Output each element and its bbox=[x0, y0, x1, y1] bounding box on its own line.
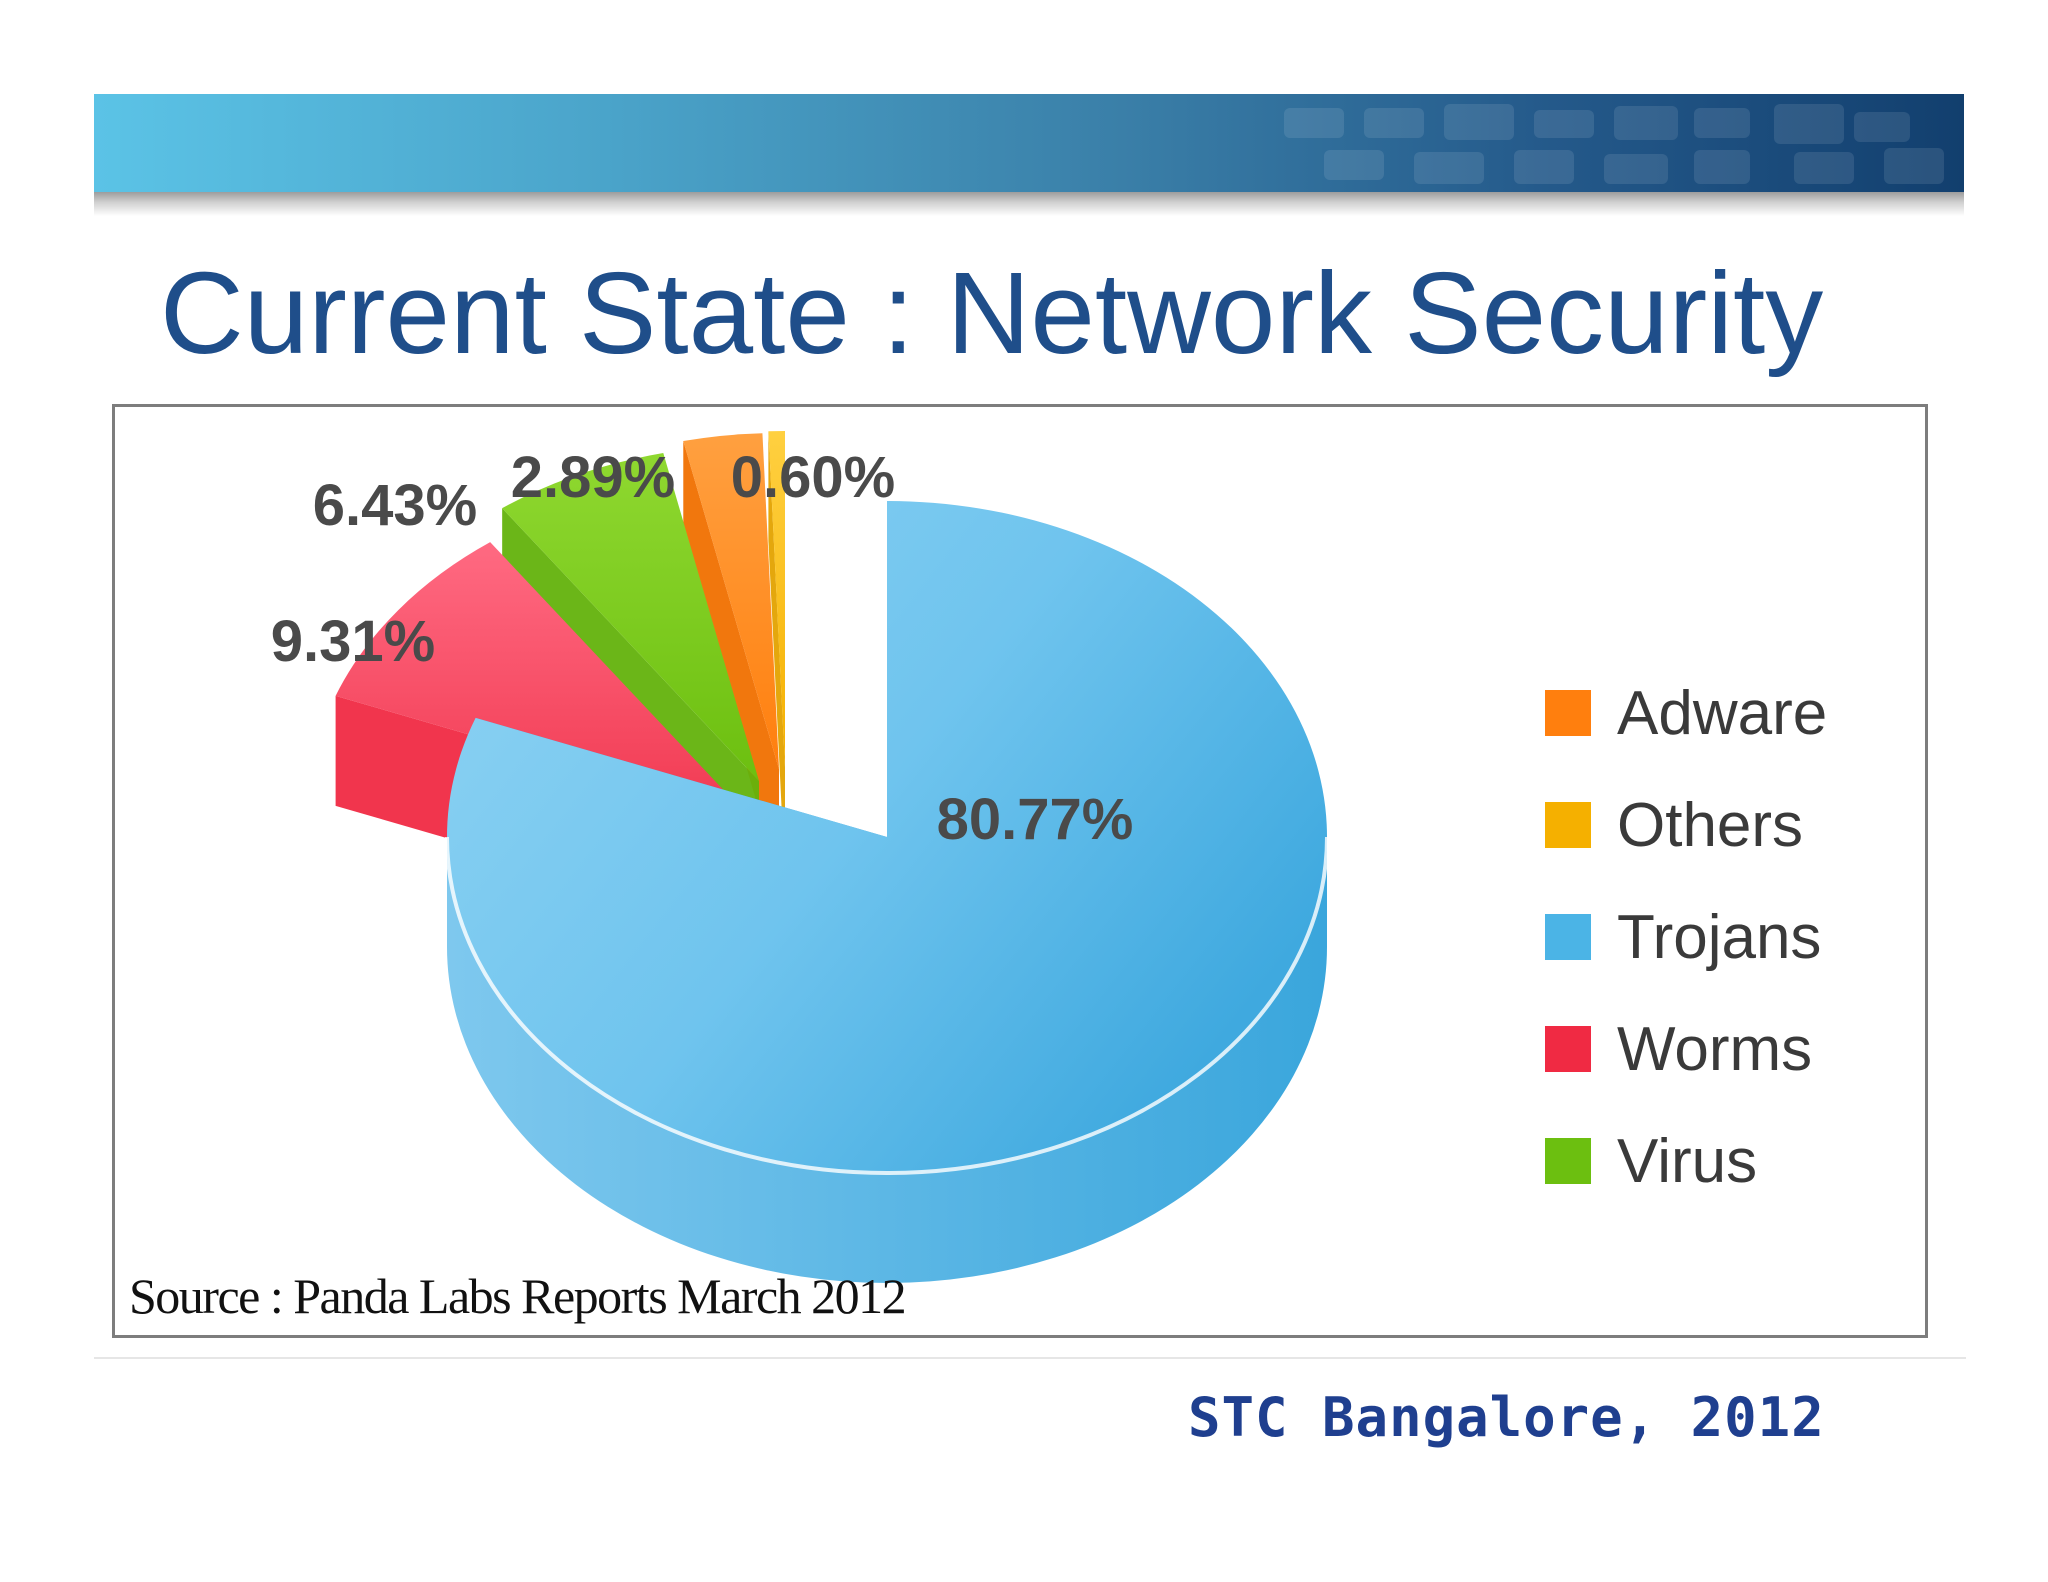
chart-frame: 80.77% 9.31% 6.43% 2.89% 0.60% Adware Others T… bbox=[112, 404, 1928, 1338]
header-tile bbox=[1794, 152, 1854, 184]
legend-item-others: Others bbox=[1545, 769, 1827, 881]
pie-slice-worms bbox=[335, 542, 747, 815]
header-tile bbox=[1694, 108, 1750, 138]
header-tile bbox=[1884, 148, 1944, 184]
header-tile bbox=[1414, 152, 1484, 184]
data-label-trojans: 80.77% bbox=[937, 787, 1134, 852]
header-band bbox=[94, 94, 1964, 192]
header-tile bbox=[1604, 154, 1668, 184]
legend-swatch bbox=[1545, 802, 1591, 848]
legend-swatch bbox=[1545, 690, 1591, 736]
header-tile bbox=[1774, 104, 1844, 144]
legend-item-trojans: Trojans bbox=[1545, 881, 1827, 993]
header-tile bbox=[1284, 108, 1344, 138]
header-shadow bbox=[94, 192, 1964, 216]
data-label-adware: 2.89% bbox=[511, 445, 675, 510]
legend-item-virus: Virus bbox=[1545, 1105, 1827, 1217]
legend-label: Worms bbox=[1617, 1014, 1813, 1084]
header-tile bbox=[1514, 150, 1574, 184]
pie-chart: 80.77% 9.31% 6.43% 2.89% 0.60% bbox=[271, 431, 1329, 1283]
legend-label: Virus bbox=[1617, 1126, 1758, 1196]
pie-slice-virus bbox=[502, 453, 759, 781]
source-note: Source : Panda Labs Reports March 2012 bbox=[129, 1268, 907, 1324]
header-tile bbox=[1324, 150, 1384, 180]
pie-slice-others bbox=[768, 431, 785, 767]
legend-label: Others bbox=[1617, 790, 1804, 860]
header-tile bbox=[1534, 110, 1594, 138]
header-tile bbox=[1444, 104, 1514, 140]
data-label-virus: 6.43% bbox=[313, 473, 477, 538]
footer-text: STC Bangalore, 2012 bbox=[1188, 1386, 1825, 1449]
footer-rule bbox=[94, 1357, 1966, 1359]
header-tile bbox=[1854, 112, 1910, 142]
legend-item-adware: Adware bbox=[1545, 657, 1827, 769]
header-tile bbox=[1614, 106, 1678, 140]
legend-label: Adware bbox=[1617, 678, 1828, 748]
legend-item-worms: Worms bbox=[1545, 993, 1827, 1105]
pie-slice-side-trojans bbox=[447, 837, 1327, 1283]
pie-slice-wall-others bbox=[768, 431, 785, 877]
legend-swatch bbox=[1545, 914, 1591, 960]
legend-label: Trojans bbox=[1617, 902, 1822, 972]
pie-rim-highlight bbox=[445, 836, 1329, 1175]
legend-swatch bbox=[1545, 1138, 1591, 1184]
data-label-others: 0.60% bbox=[731, 445, 895, 510]
data-label-worms: 9.31% bbox=[271, 609, 435, 674]
pie-slice-adware bbox=[683, 433, 779, 769]
header-tile bbox=[1694, 150, 1750, 184]
legend-swatch bbox=[1545, 1026, 1591, 1072]
header-tile bbox=[1364, 108, 1424, 138]
pie-slice-trojans bbox=[447, 501, 1328, 1173]
chart-legend: Adware Others Trojans Worms Virus bbox=[1545, 657, 1827, 1217]
slide-title: Current State : Network Security bbox=[160, 248, 1824, 378]
